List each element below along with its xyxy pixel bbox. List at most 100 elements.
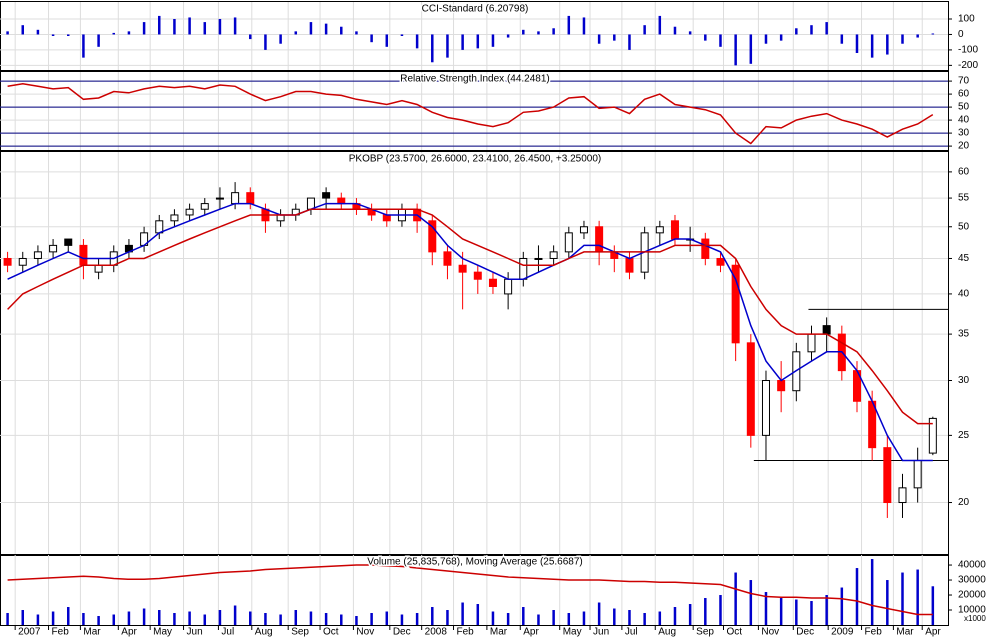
bar: [673, 607, 677, 625]
bar: [431, 607, 434, 625]
bar: [855, 568, 859, 625]
bar: [613, 608, 616, 625]
bar: [294, 31, 298, 35]
x-tick-label: Oct: [323, 627, 339, 638]
x-tick-label: Feb: [865, 627, 883, 638]
x-tick-label: Dec: [796, 627, 814, 638]
bar: [6, 613, 9, 625]
candle-body: [655, 226, 664, 234]
candle-body: [382, 214, 391, 222]
bar: [67, 607, 70, 625]
x-tick-label: 2008: [425, 627, 448, 638]
bar: [886, 34, 889, 55]
x-tick-label: Apr: [523, 627, 539, 638]
bar: [931, 586, 935, 625]
x-tick-label: Mar: [83, 627, 101, 638]
bar: [628, 34, 631, 50]
bar: [279, 34, 282, 44]
bar: [309, 611, 313, 625]
candle-body: [595, 226, 604, 253]
bar: [355, 616, 358, 625]
bar: [734, 34, 737, 66]
bar: [764, 592, 768, 625]
bar: [294, 610, 298, 625]
candle-body: [883, 447, 892, 504]
candle-body: [276, 214, 285, 222]
candle-body: [488, 278, 497, 287]
bar: [446, 610, 449, 625]
bar: [36, 614, 40, 625]
bar: [597, 602, 601, 625]
x-tick-label: Apr: [925, 627, 941, 638]
bar: [112, 614, 116, 625]
y-tick-label: 50: [958, 102, 970, 113]
bar: [97, 34, 100, 47]
y-tick-label: 60: [958, 89, 970, 100]
y-tick-label: 45: [958, 253, 970, 264]
x-tick-label: 2009: [831, 627, 854, 638]
y-tick-label: 20000: [958, 590, 986, 601]
bar: [158, 610, 161, 625]
overlay-line: [7, 202, 933, 462]
bar: [688, 604, 692, 625]
candle-body: [458, 264, 467, 273]
bar: [779, 598, 783, 625]
bar: [810, 25, 813, 35]
unit-label: x1000: [964, 614, 986, 623]
y-tick-label: 40: [958, 289, 970, 300]
y-tick-label: 35: [958, 329, 970, 340]
bar: [825, 595, 828, 625]
candle-body: [579, 226, 588, 234]
x-tick-label: May: [153, 627, 172, 638]
bar: [415, 613, 419, 625]
candle-body: [337, 197, 346, 205]
candle-body: [94, 264, 103, 273]
candle-body: [731, 264, 740, 344]
bar: [506, 34, 510, 38]
bar: [886, 580, 889, 625]
bar: [673, 26, 677, 35]
bar: [522, 29, 525, 35]
bar: [537, 31, 540, 35]
y-tick-label: 30: [958, 128, 970, 139]
bar: [233, 605, 237, 625]
x-tick-label: 2007: [18, 627, 41, 638]
bar: [36, 29, 40, 35]
x-tick-label: Dec: [393, 627, 411, 638]
candle-body: [549, 251, 558, 259]
candle-body: [322, 192, 331, 199]
bar: [203, 22, 207, 35]
x-tick-label: Sep: [291, 627, 309, 638]
bar: [188, 611, 191, 625]
candle-body: [534, 257, 543, 260]
x-tick-label: Mar: [490, 627, 508, 638]
bar: [552, 28, 555, 35]
candle-body: [79, 244, 88, 266]
candle-body: [185, 208, 194, 216]
bar: [127, 31, 131, 35]
y-tick-label: 100: [958, 14, 975, 25]
bar: [446, 34, 449, 58]
bar: [355, 31, 358, 35]
bar: [870, 34, 874, 58]
x-tick-label: Oct: [727, 627, 743, 638]
bar: [522, 607, 525, 625]
bar: [218, 19, 222, 35]
y-tick-label: 40000: [958, 560, 986, 571]
y-tick-label: 60: [958, 167, 970, 178]
bar: [916, 34, 919, 38]
bar: [795, 28, 798, 35]
bar: [825, 22, 828, 35]
x-tick-label: Aug: [658, 627, 676, 638]
x-tick-label: Jul: [221, 627, 234, 638]
bar: [552, 610, 555, 625]
bar: [82, 34, 85, 58]
y-tick-label: 20: [958, 141, 970, 152]
y-tick-label: 50: [958, 221, 970, 232]
bar: [415, 34, 419, 49]
bar: [385, 611, 389, 625]
x-tick-label: Mar: [896, 627, 914, 638]
bar: [870, 559, 874, 625]
bar: [249, 611, 252, 625]
